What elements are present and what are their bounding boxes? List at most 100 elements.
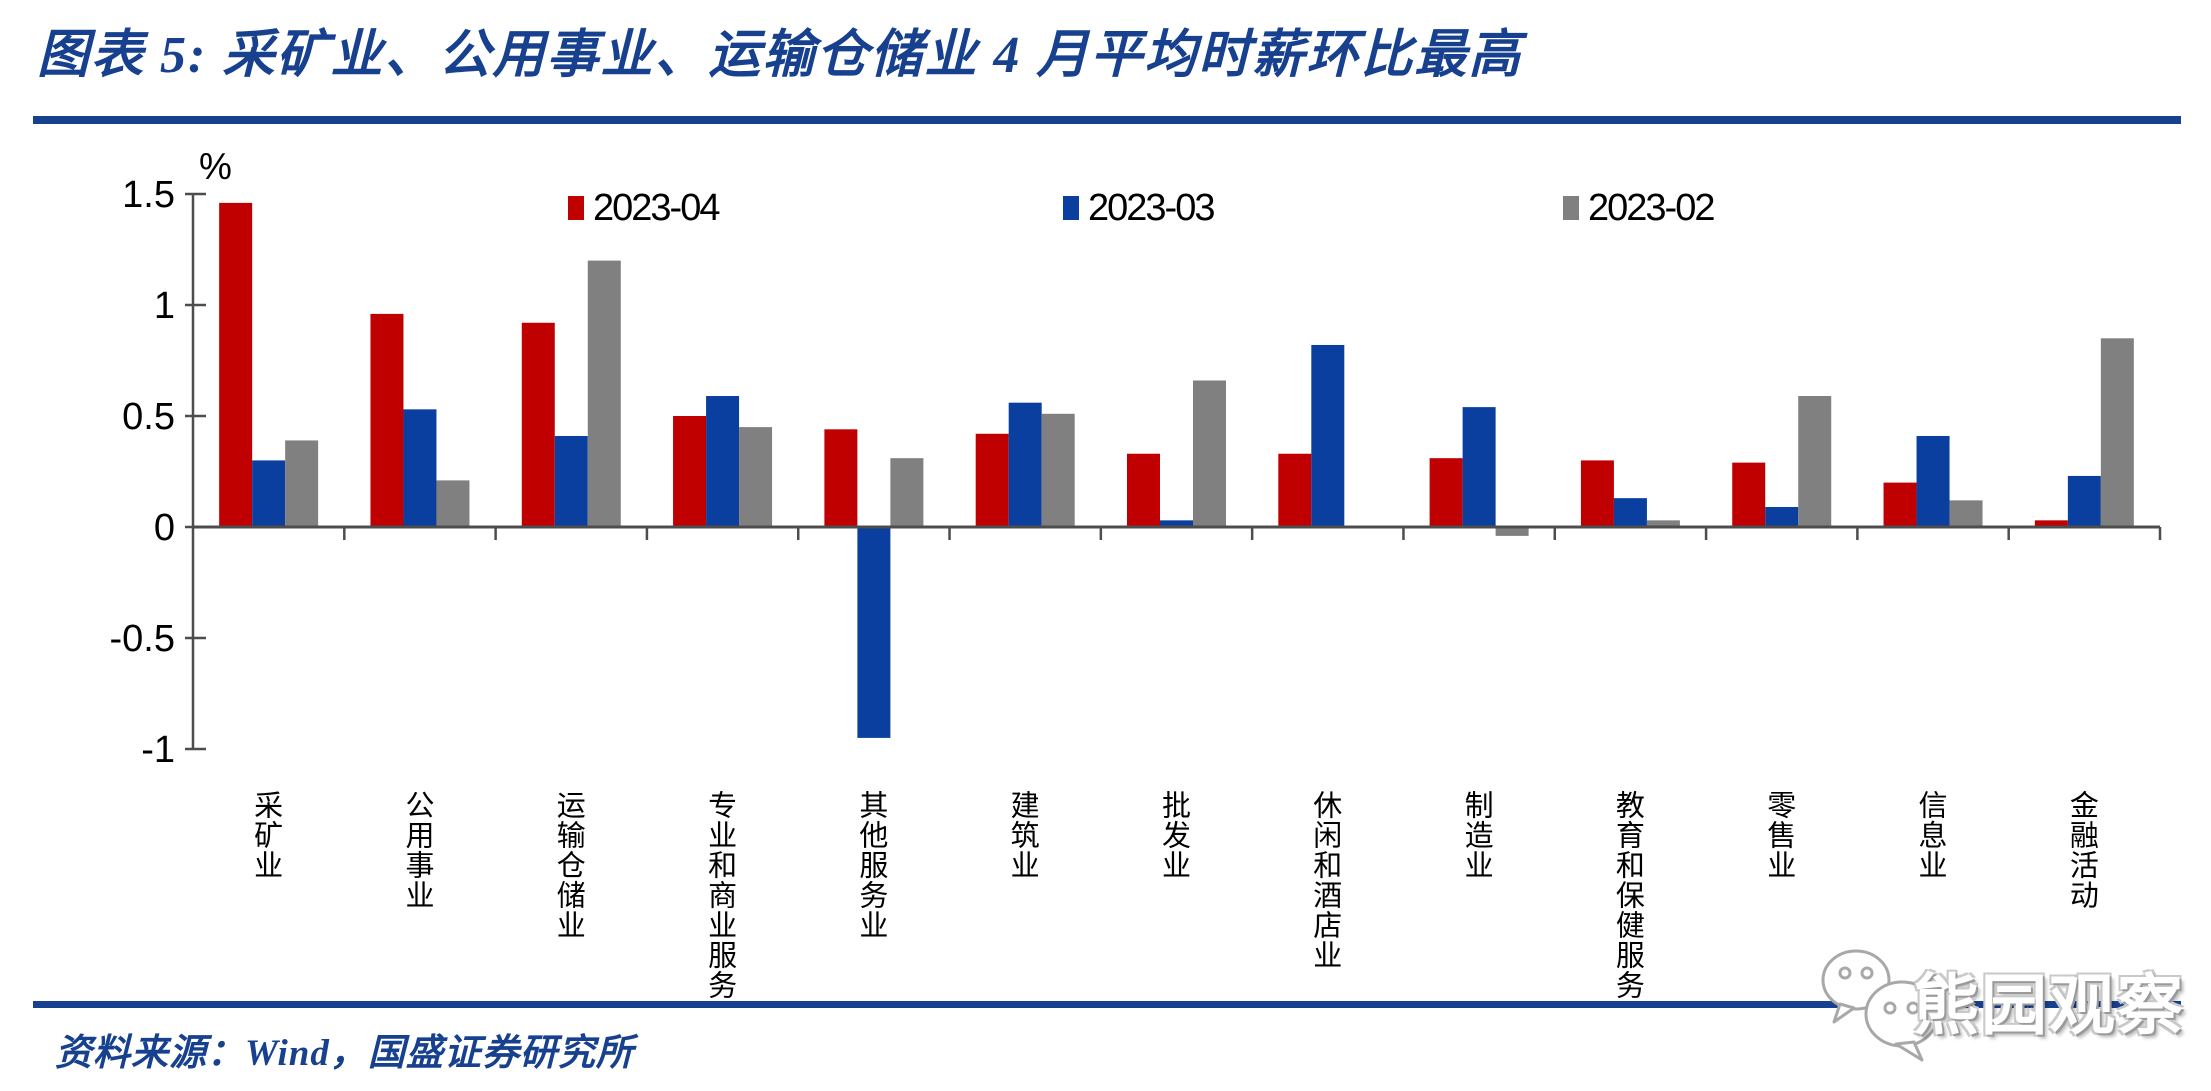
legend-swatch-gray: [1563, 196, 1579, 220]
svg-text:事: 事: [405, 850, 434, 883]
svg-text:仓: 仓: [557, 850, 586, 883]
svg-text:公: 公: [405, 791, 434, 823]
bar-2023-03-专业和商业服务: [706, 396, 740, 527]
legend-swatch-red: [568, 196, 584, 220]
svg-text:售: 售: [1767, 820, 1796, 853]
category-label-建筑业: 建筑业: [1011, 790, 1040, 883]
svg-text:0.5: 0.5: [122, 396, 175, 438]
bar-2023-04-休闲和酒店业: [1278, 453, 1312, 527]
svg-text:储: 储: [557, 880, 586, 913]
svg-text:其: 其: [859, 791, 888, 823]
bar-2023-04-制造业: [1429, 458, 1463, 527]
svg-text:信: 信: [1919, 790, 1948, 823]
svg-text:息: 息: [1919, 820, 1948, 853]
svg-text:-0.5: -0.5: [110, 618, 175, 660]
svg-text:务: 务: [708, 970, 737, 1003]
bar-2023-02-零售业: [1798, 396, 1832, 527]
svg-text:服: 服: [859, 851, 888, 883]
bar-2023-03-运输仓储业: [554, 435, 588, 527]
svg-text:育: 育: [1616, 820, 1645, 853]
title-divider-line: [33, 116, 2181, 124]
svg-text:务: 务: [859, 880, 888, 913]
svg-text:闲: 闲: [1313, 820, 1342, 853]
svg-text:业: 业: [1011, 851, 1040, 883]
bar-2023-04-其他服务业: [824, 429, 858, 527]
bar-2023-02-专业和商业服务: [739, 427, 773, 527]
bar-2023-04-运输仓储业: [521, 322, 555, 527]
category-label-采矿业: 采矿业: [254, 791, 283, 883]
svg-text:金: 金: [2070, 790, 2099, 823]
bar-2023-02-建筑业: [1041, 413, 1075, 527]
svg-text:零: 零: [1767, 791, 1796, 823]
svg-text:和: 和: [1313, 851, 1342, 883]
svg-text:休: 休: [1313, 790, 1342, 823]
bar-2023-02-制造业: [1495, 527, 1529, 536]
category-label-零售业: 零售业: [1767, 791, 1796, 883]
bar-2023-04-专业和商业服务: [673, 416, 707, 527]
svg-text:服: 服: [708, 941, 737, 973]
bar-2023-03-零售业: [1765, 507, 1799, 527]
svg-text:筑: 筑: [1011, 820, 1040, 853]
svg-text:业: 业: [557, 911, 586, 943]
svg-text:业: 业: [1767, 851, 1796, 883]
bar-2023-03-金融活动: [2067, 475, 2101, 527]
legend-label: 2023-03: [1088, 186, 1215, 229]
category-label-信息业: 信息业: [1919, 790, 1948, 883]
svg-text:业: 业: [859, 911, 888, 943]
svg-text:融: 融: [2070, 820, 2099, 853]
bar-2023-04-公用事业: [370, 313, 404, 527]
bar-2023-04-批发业: [1127, 453, 1160, 527]
category-label-批发业: 批发业: [1162, 790, 1191, 883]
wechat-icon: [1821, 949, 1940, 1062]
bar-2023-02-教育和保健服务: [1646, 520, 1680, 527]
svg-text:他: 他: [859, 820, 888, 853]
svg-text:采: 采: [254, 791, 283, 823]
bar-2023-04-采矿业: [219, 202, 253, 527]
watermark-text: 熊园观察: [1913, 968, 2185, 1042]
svg-text:店: 店: [1313, 910, 1342, 943]
legend-label: 2023-04: [593, 186, 720, 229]
svg-text:建: 建: [1011, 790, 1040, 823]
watermark: 熊园观察: [1818, 942, 2211, 1082]
svg-text:酒: 酒: [1313, 881, 1342, 913]
bar-2023-02-采矿业: [285, 440, 319, 527]
bar-2023-02-运输仓储业: [587, 260, 621, 527]
svg-text:教: 教: [1616, 790, 1645, 823]
svg-text:动: 动: [2070, 881, 2099, 913]
svg-text:业: 业: [1162, 851, 1191, 883]
source-note: 资料来源：Wind，国盛证券研究所: [55, 1033, 634, 1074]
legend-item-2023-02: 2023-02: [1563, 186, 1715, 230]
svg-text:0: 0: [154, 507, 175, 549]
bar-2023-02-其他服务业: [890, 458, 924, 527]
svg-text:保: 保: [1616, 880, 1645, 913]
svg-text:业: 业: [254, 851, 283, 883]
svg-text:业: 业: [708, 821, 737, 853]
chart-title: 图表 5: 采矿业、公用事业、运输仓储业 4 月平均时薪环比最高: [37, 27, 1523, 84]
bar-2023-04-信息业: [1883, 482, 1917, 527]
svg-text:业: 业: [1313, 941, 1342, 973]
svg-text:专: 专: [708, 790, 737, 823]
svg-text:批: 批: [1162, 790, 1191, 823]
svg-text:业: 业: [1919, 851, 1948, 883]
svg-text:制: 制: [1465, 790, 1494, 823]
category-label-运输仓储业: 运输仓储业: [557, 791, 586, 943]
bar-2023-02-金融活动: [2100, 338, 2134, 527]
svg-text:输: 输: [557, 820, 586, 853]
legend-item-2023-03: 2023-03: [1063, 186, 1215, 230]
svg-text:商: 商: [708, 880, 737, 913]
legend-swatch-blue: [1063, 196, 1079, 220]
y-axis-unit-label: %: [199, 146, 232, 187]
svg-text:业: 业: [708, 911, 737, 943]
bar-2023-02-信息业: [1949, 500, 1983, 527]
svg-text:业: 业: [405, 881, 434, 913]
bar-2023-02-批发业: [1193, 380, 1226, 527]
bar-2023-04-零售业: [1732, 462, 1766, 527]
svg-text:和: 和: [708, 851, 737, 883]
bar-2023-03-其他服务业: [857, 527, 891, 738]
bar-2023-03-采矿业: [252, 460, 286, 527]
bar-2023-03-建筑业: [1008, 402, 1042, 527]
svg-text:发: 发: [1162, 820, 1191, 853]
